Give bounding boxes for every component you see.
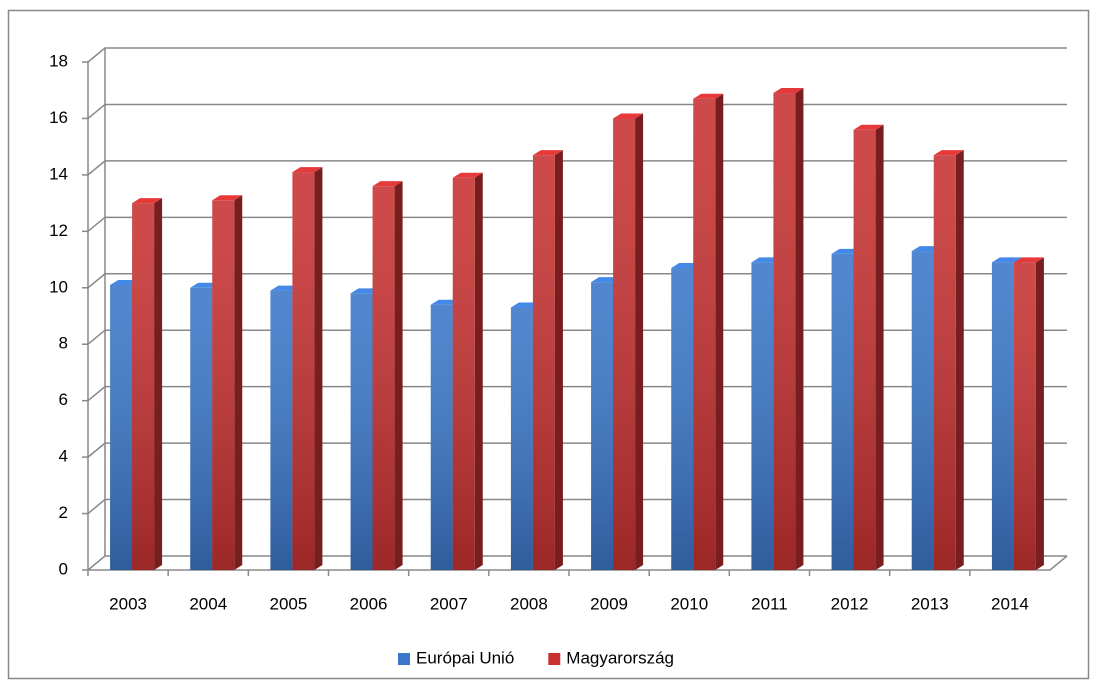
bar-top xyxy=(372,181,403,187)
grid-line xyxy=(87,47,1067,63)
grid-line xyxy=(87,160,1067,176)
y-tick-label: 8 xyxy=(59,334,68,353)
grid-line xyxy=(87,498,1067,515)
bar-shade xyxy=(613,118,636,570)
bar-shade xyxy=(270,290,293,570)
bar-side xyxy=(635,113,644,570)
bar-top xyxy=(991,257,1022,263)
grid-line xyxy=(87,216,1067,232)
bar-side xyxy=(875,124,884,570)
bar-shade xyxy=(831,253,854,570)
bar-shade xyxy=(1013,262,1036,570)
bar-shade xyxy=(933,155,956,570)
bar-side xyxy=(554,150,563,570)
bar-shade xyxy=(991,262,1014,570)
x-tick-label: 2014 xyxy=(991,594,1029,613)
bar-shade xyxy=(452,177,475,570)
bar-shade xyxy=(773,93,796,571)
bar-shade xyxy=(693,98,716,570)
grid-line xyxy=(87,385,1067,402)
bar-top xyxy=(292,167,323,173)
x-tick-label: 2008 xyxy=(510,594,548,613)
bar-shade xyxy=(350,293,373,570)
bar-shade xyxy=(430,304,453,570)
bar-side xyxy=(955,150,964,570)
y-tick-label: 12 xyxy=(49,221,68,240)
y-tick-label: 4 xyxy=(59,447,68,466)
bar-shade xyxy=(212,200,235,571)
bar-shade xyxy=(671,268,694,570)
bar-top xyxy=(452,172,483,178)
bar-top xyxy=(773,88,804,94)
legend-swatch xyxy=(398,653,410,665)
bar-side xyxy=(474,172,483,570)
grid-line xyxy=(87,273,1067,289)
grid-line xyxy=(87,442,1067,458)
grid-line xyxy=(87,329,1067,345)
bar-top xyxy=(853,124,884,130)
x-tick-label: 2010 xyxy=(670,594,708,613)
bar-top xyxy=(532,150,563,156)
x-tick-label: 2009 xyxy=(590,594,628,613)
bar-top xyxy=(132,198,163,204)
x-tick-label: 2006 xyxy=(350,594,388,613)
bar-side xyxy=(1035,257,1044,570)
bar-side xyxy=(715,93,724,570)
y-tick-label: 6 xyxy=(59,390,68,409)
x-tick-label: 2007 xyxy=(430,594,468,613)
x-tick-label: 2005 xyxy=(270,594,308,613)
bar-shade xyxy=(510,307,533,570)
bar-top xyxy=(1013,257,1044,263)
x-tick-label: 2004 xyxy=(189,594,227,613)
bar-side xyxy=(394,181,403,570)
y-tick-label: 16 xyxy=(49,108,68,127)
bar-shade xyxy=(190,287,213,570)
grid-line xyxy=(87,555,1067,571)
bar-shade xyxy=(110,284,133,570)
bar-side xyxy=(314,167,323,571)
y-tick-label: 0 xyxy=(59,559,68,578)
y-tick-label: 2 xyxy=(59,503,68,522)
y-tick-label: 14 xyxy=(49,164,68,183)
bar-side xyxy=(154,198,163,570)
bar-top xyxy=(212,195,243,201)
bar-shade xyxy=(132,203,155,570)
x-tick-label: 2011 xyxy=(751,594,788,613)
bar-side xyxy=(234,195,243,571)
bar-shade xyxy=(532,155,555,570)
bar-top xyxy=(693,93,724,99)
grid-line xyxy=(87,103,1067,120)
bar-shade xyxy=(591,282,614,570)
x-tick-label: 2012 xyxy=(831,594,869,613)
bar-shade xyxy=(853,129,876,570)
x-tick-label: 2003 xyxy=(109,594,147,613)
bar-shade xyxy=(911,251,934,571)
legend-label: Európai Unió xyxy=(416,648,514,667)
bar-shade xyxy=(372,186,395,570)
bar-top xyxy=(613,113,644,119)
bar-top xyxy=(933,150,964,156)
bar-side xyxy=(795,88,804,571)
x-tick-label: 2013 xyxy=(911,594,949,613)
legend-label: Magyarország xyxy=(566,648,674,667)
bar-shade xyxy=(751,262,774,570)
y-tick-label: 18 xyxy=(49,51,68,70)
y-tick-label: 10 xyxy=(49,277,68,296)
legend-swatch xyxy=(548,653,561,665)
bar-shade xyxy=(292,172,315,571)
